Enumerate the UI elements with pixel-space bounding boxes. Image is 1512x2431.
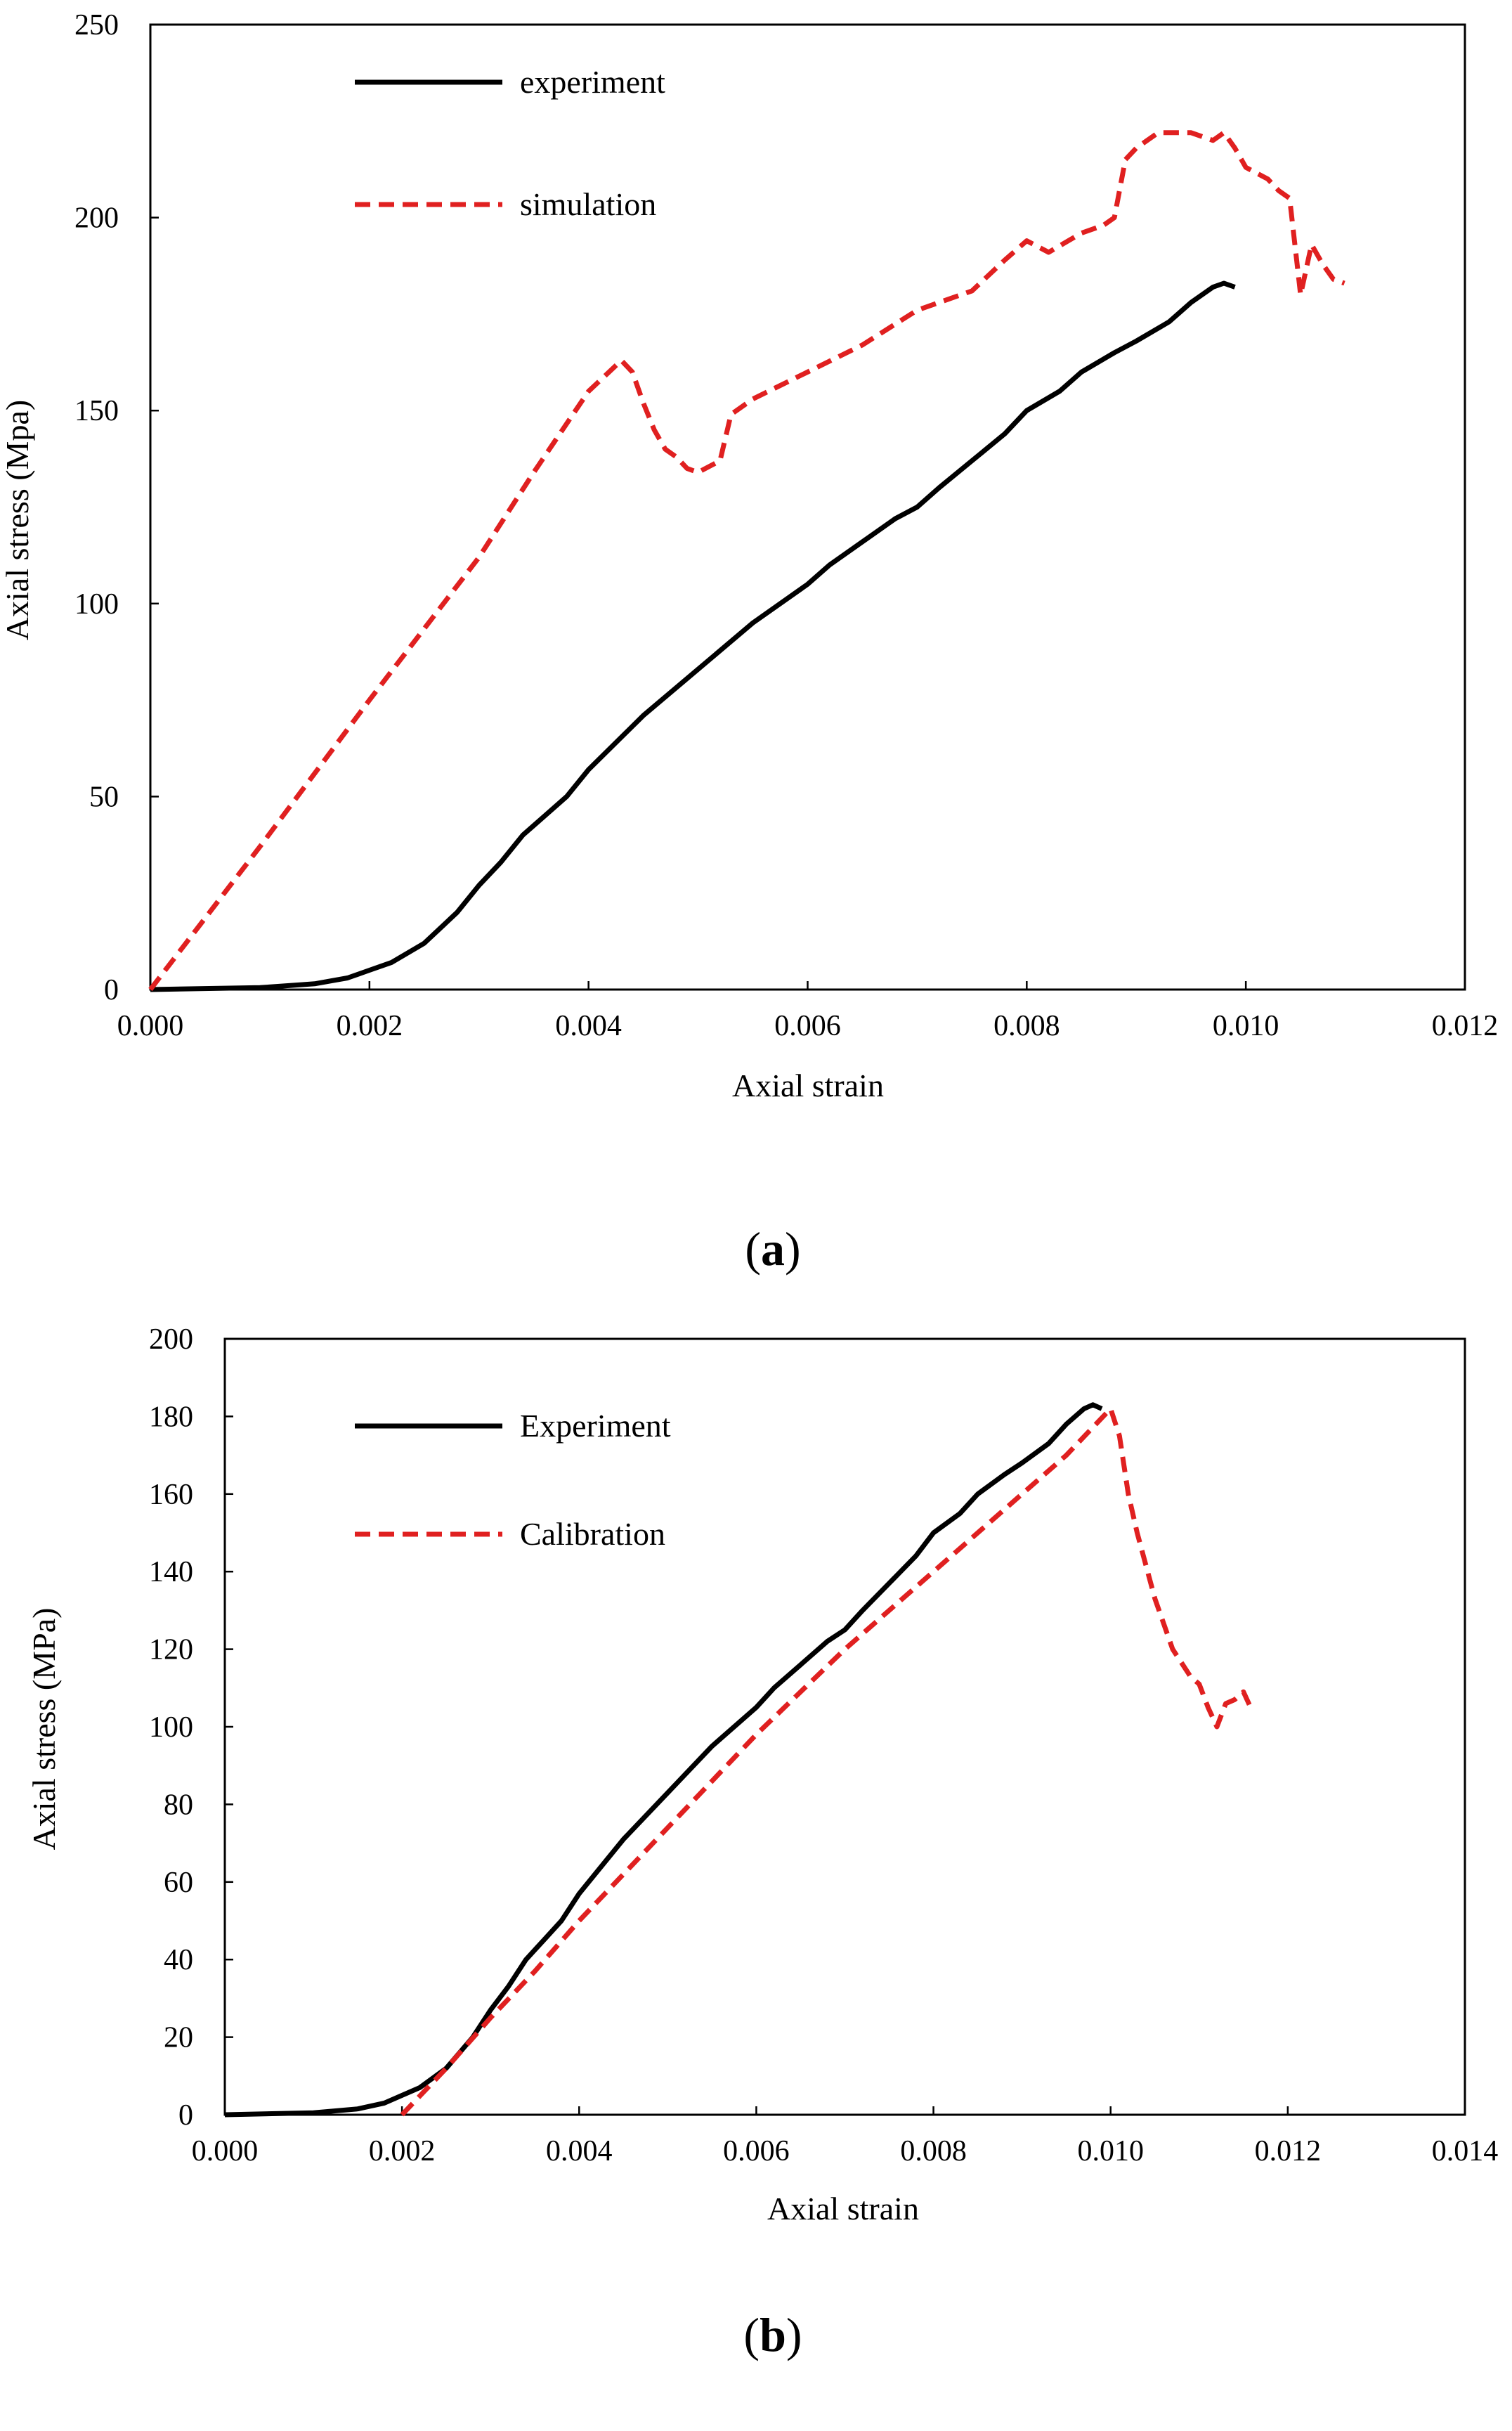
y-tick-label: 200 bbox=[149, 1323, 193, 1356]
series-line-experiment bbox=[224, 1402, 1103, 2118]
series-line-calibration bbox=[400, 1406, 1255, 2117]
panel-label: (b) bbox=[743, 2308, 802, 2361]
x-axis-title: Axial strain bbox=[732, 1068, 884, 1103]
y-tick-label: 50 bbox=[89, 781, 119, 813]
x-tick-label: 0.006 bbox=[774, 1010, 841, 1042]
y-tick-label: 100 bbox=[74, 588, 119, 621]
y-tick-label: 60 bbox=[164, 1867, 193, 1899]
x-tick-label: 0.008 bbox=[900, 2135, 967, 2167]
y-tick-label: 80 bbox=[164, 1789, 193, 1821]
series-line-experiment bbox=[150, 280, 1236, 992]
x-tick-label: 0.010 bbox=[1213, 1010, 1279, 1042]
legend-label: experiment bbox=[520, 64, 665, 100]
y-tick-label: 200 bbox=[74, 202, 119, 235]
x-tick-label: 0.006 bbox=[723, 2135, 790, 2167]
plot-area-frame bbox=[149, 23, 1466, 991]
x-tick-label: 0.012 bbox=[1432, 1010, 1499, 1042]
x-tick-label: 0.000 bbox=[192, 2135, 259, 2167]
y-axis-title: Axial stress (Mpa) bbox=[0, 400, 35, 640]
x-tick-label: 0.012 bbox=[1255, 2135, 1322, 2167]
y-tick-label: 150 bbox=[74, 395, 119, 427]
series-line-simulation bbox=[148, 130, 1345, 992]
x-tick-label: 0.010 bbox=[1077, 2135, 1144, 2167]
y-tick-label: 0 bbox=[178, 2099, 193, 2132]
y-tick-label: 20 bbox=[164, 2022, 193, 2054]
x-tick-label: 0.004 bbox=[546, 2135, 613, 2167]
legend-label: Experiment bbox=[520, 1408, 671, 1444]
x-tick-label: 0.002 bbox=[369, 2135, 436, 2167]
panel-letter: b bbox=[760, 2308, 786, 2361]
y-tick-label: 180 bbox=[149, 1401, 193, 1433]
x-axis-title: Axial strain bbox=[767, 2191, 919, 2226]
y-tick-label: 250 bbox=[74, 9, 119, 41]
chart-panel-b: 0.000 0.002 0.004 0.006 0.008 0.010 0.012 0.014… bbox=[26, 1323, 1498, 2361]
legend-label: Calibration bbox=[520, 1516, 665, 1552]
x-tick-label: 0.008 bbox=[993, 1010, 1060, 1042]
legend-label: simulation bbox=[520, 186, 656, 222]
y-tick-label: 120 bbox=[149, 1634, 193, 1666]
x-tick-label: 0.004 bbox=[555, 1010, 622, 1042]
panel-letter: a bbox=[761, 1222, 785, 1276]
y-tick-label: 140 bbox=[149, 1556, 193, 1588]
y-tick-label: 100 bbox=[149, 1711, 193, 1744]
x-tick-label: 0.014 bbox=[1432, 2135, 1499, 2167]
panel-label: (a) bbox=[745, 1222, 800, 1276]
x-tick-label: 0.002 bbox=[337, 1010, 403, 1042]
plot-area-frame bbox=[223, 1337, 1466, 2116]
y-axis-title: Axial stress (MPa) bbox=[26, 1608, 62, 1850]
y-tick-label: 40 bbox=[164, 1944, 193, 1976]
chart-panel-a: 0.000 0.002 0.004 0.006 0.008 0.010 0.012 0 50 10… bbox=[0, 9, 1498, 1276]
y-tick-label: 160 bbox=[149, 1479, 193, 1511]
x-tick-label: 0.000 bbox=[117, 1010, 184, 1042]
y-tick-label: 0 bbox=[104, 974, 119, 1006]
